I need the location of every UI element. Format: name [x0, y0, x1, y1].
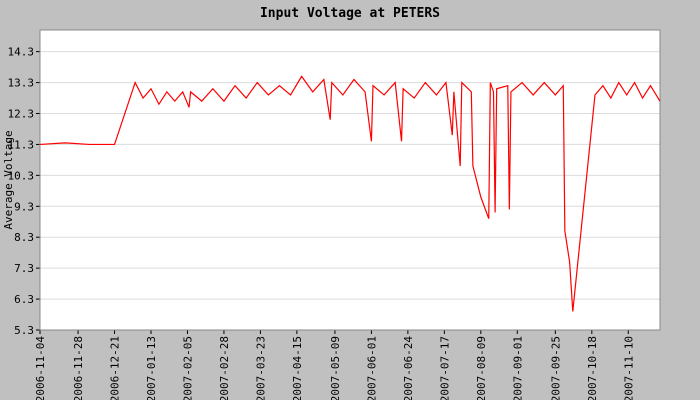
x-tick-label: 2007-11-10: [622, 336, 635, 400]
x-tick-label: 2007-02-05: [181, 336, 194, 400]
x-tick-label: 2007-07-17: [438, 336, 451, 400]
x-tick-label: 2007-02-28: [218, 336, 231, 400]
y-axis-label: Average Voltage: [2, 130, 15, 229]
y-tick-label: 7.3: [14, 262, 34, 275]
x-tick-label: 2007-01-13: [145, 336, 158, 400]
x-tick-label: 2007-09-25: [549, 336, 562, 400]
x-tick-label: 2007-06-24: [402, 336, 415, 400]
x-tick-label: 2007-09-01: [511, 336, 524, 400]
x-tick-label: 2007-05-09: [329, 336, 342, 400]
y-tick-label: 12.3: [8, 108, 35, 121]
x-tick-label: 2007-08-09: [475, 336, 488, 400]
data-line: [39, 75, 661, 312]
y-tick-label: 9.3: [14, 200, 34, 213]
x-tick-label: 2006-11-04: [34, 336, 47, 400]
y-tick-label: 14.3: [8, 46, 35, 59]
y-tick-label: 6.3: [14, 293, 34, 306]
chart-title: Input Voltage at PETERS: [260, 6, 440, 21]
plot-area: [40, 30, 660, 330]
y-tick-label: 5.3: [14, 324, 34, 337]
x-tick-label: 2007-03-23: [254, 336, 267, 400]
plot-border: [39, 29, 661, 331]
x-tick-label: 2007-10-18: [586, 336, 599, 400]
x-tick-label: 2007-06-01: [365, 336, 378, 400]
x-tick-label: 2006-11-28: [72, 336, 85, 400]
x-tick-label: 2007-04-15: [291, 336, 304, 400]
x-tick-label: 2006-12-21: [109, 336, 122, 400]
y-tick-label: 11.3: [8, 138, 35, 151]
y-tick-label: 13.3: [8, 77, 35, 90]
y-tick-label: 8.3: [14, 231, 34, 244]
y-tick-label: 10.3: [8, 169, 35, 182]
